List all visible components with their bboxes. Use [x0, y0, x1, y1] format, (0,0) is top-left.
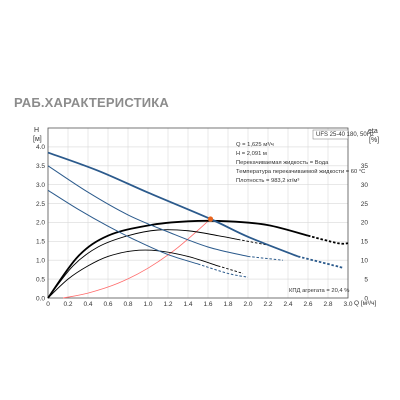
x-tick-label: 0.6	[103, 301, 112, 308]
legend-box	[312, 129, 349, 140]
y-left-tick-label: 1.0	[36, 258, 45, 265]
efficiency-label: КПД агрегата = 20,4 %	[289, 288, 349, 294]
qh-curve-speed-2	[47, 165, 249, 257]
x-tick-label: 0.8	[123, 301, 132, 308]
y-left-tick-label: 4.0	[36, 144, 45, 151]
x-axis-label: Q [м³/ч]	[354, 300, 376, 307]
axes-layer: 0 0.2 0.4 0.6 0.8 1.0 1.2 1.4 1.6 1.8 2.0 2.2 2.4 2.6…	[36, 127, 369, 308]
eta-curve-speed-3-dashed	[307, 234, 349, 245]
x-tick-label: 2.8	[323, 301, 332, 308]
qh-curve-speed-2-dashed	[247, 255, 284, 261]
x-tick-label: 0.2	[63, 301, 72, 308]
section-heading: РАБ.ХАРАКТЕРИСТИКА	[14, 95, 170, 110]
x-tick-label: 2.0	[243, 301, 252, 308]
x-tick-label: 1.2	[163, 301, 172, 308]
legend-box-label: UFS 25-40 180, 50Hz	[316, 132, 374, 138]
eta-curve-speed-1	[47, 249, 219, 299]
y-left-tick-label: 0.5	[36, 276, 45, 283]
y-axis-label-left-unit: [м]	[33, 136, 42, 143]
y-right-tick-label: 20	[361, 220, 369, 227]
y-right-tick-label: 15	[361, 239, 369, 246]
info-line-head: H = 2,091 м	[236, 151, 267, 157]
x-tick-label: 0	[46, 301, 50, 308]
x-tick-label: 2.6	[303, 301, 312, 308]
y-axis-label-right-unit: [%]	[369, 137, 379, 144]
curves-layer	[47, 151, 349, 299]
qh-curve-speed-3-dashed	[297, 255, 344, 269]
duty-point-marker	[207, 216, 214, 222]
y-left-tick-label: 3.5	[36, 163, 45, 170]
y-right-tick-label: 5	[364, 276, 368, 283]
qh-curve-speed-1	[47, 189, 199, 265]
y-left-tick-label: 3.0	[36, 182, 45, 189]
y-right-tick-label: 35	[361, 163, 369, 170]
x-tick-label: 1.4	[183, 301, 192, 308]
y-left-tick-label: 2.5	[36, 201, 45, 208]
y-right-tick-label: 10	[361, 258, 369, 265]
x-tick-label: 1.0	[143, 301, 152, 308]
y-right-tick-label: 0	[364, 295, 368, 302]
x-tick-label: 0.4	[83, 301, 92, 308]
system-curve	[62, 218, 211, 299]
x-tick-label: 1.8	[223, 301, 232, 308]
eta-curve-speed-3	[47, 219, 309, 299]
info-line-temperature: Температура перекачиваемой жидкости = 60…	[236, 168, 365, 175]
y-right-tick-label: 25	[361, 201, 369, 208]
qh-curve-speed-1-dashed	[197, 263, 249, 278]
plot-frame	[47, 127, 349, 299]
info-line-density: Плотность = 983,2 кг/м³	[236, 178, 299, 184]
y-axis-label-right-symbol: eta	[368, 128, 378, 135]
y-left-tick-label: 0.0	[36, 295, 45, 302]
x-tick-label: 2.4	[283, 301, 292, 308]
info-line-flow: Q = 1,625 м³/ч	[236, 142, 274, 148]
eta-curve-speed-2	[47, 229, 239, 299]
eta-curve-speed-2-dashed	[237, 238, 269, 246]
y-left-tick-label: 2.0	[36, 220, 45, 227]
eta-curve-speed-1-dashed	[217, 265, 244, 274]
info-line-liquid: Перекачиваемая жидкость = Вода	[236, 160, 329, 166]
qh-curve-speed-3	[47, 151, 299, 258]
y-axis-label-left-symbol: H	[34, 127, 39, 134]
y-right-tick-label: 30	[361, 182, 369, 189]
x-tick-label: 3.0	[343, 301, 352, 308]
x-tick-label: 1.6	[203, 301, 212, 308]
y-left-tick-label: 1.5	[36, 239, 45, 246]
x-tick-label: 2.2	[263, 301, 272, 308]
